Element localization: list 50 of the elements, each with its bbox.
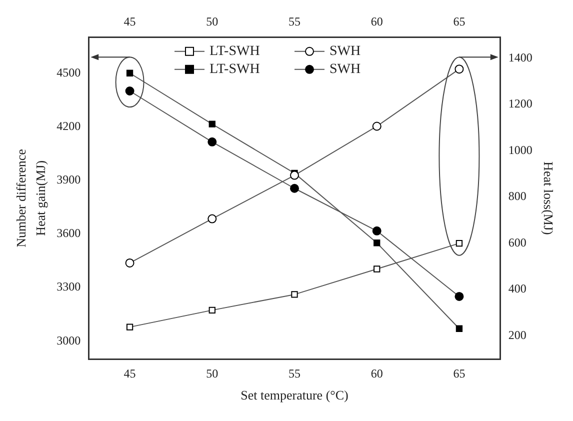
point bbox=[208, 137, 217, 146]
point bbox=[291, 291, 298, 298]
point bbox=[125, 258, 134, 268]
y-tick-label: 3900 bbox=[56, 172, 81, 186]
y-tick-label: 4500 bbox=[56, 65, 81, 80]
x-tick-label: 55 bbox=[288, 366, 300, 380]
x-tick-label: 45 bbox=[124, 366, 136, 380]
x2-tick-label: 60 bbox=[370, 14, 383, 28]
point bbox=[454, 292, 464, 301]
y2-tick-label: 1000 bbox=[508, 142, 532, 157]
x-tick-label: 50 bbox=[206, 366, 218, 380]
y-tick-label: 4200 bbox=[56, 118, 81, 133]
point bbox=[372, 226, 382, 236]
y-axis-title: Heat gain(MJ) bbox=[33, 160, 48, 236]
x-tick-label: 65 bbox=[453, 366, 466, 380]
x-tick-label: 60 bbox=[370, 366, 383, 380]
y-tick-label: 3600 bbox=[56, 226, 81, 240]
y2-tick-label: 1400 bbox=[508, 50, 532, 64]
x-axis-title: Set temperature (°C) bbox=[240, 388, 348, 403]
point bbox=[290, 184, 299, 193]
legend-label: LT-SWH bbox=[210, 62, 260, 78]
point bbox=[126, 324, 134, 330]
point bbox=[372, 122, 382, 131]
legend-label: SWH bbox=[330, 62, 361, 78]
x2-tick-label: 45 bbox=[124, 14, 136, 28]
point bbox=[208, 120, 216, 128]
legend-label: LT-SWH bbox=[210, 44, 260, 60]
x2-tick-label: 65 bbox=[453, 14, 466, 28]
y2-tick-label: 800 bbox=[508, 189, 526, 204]
x2-tick-label: 50 bbox=[206, 14, 218, 28]
y2-tick-label: 600 bbox=[508, 235, 526, 250]
point bbox=[456, 325, 463, 332]
point bbox=[454, 64, 464, 74]
legend-label: SWH bbox=[330, 44, 361, 60]
y2-axis-title: Heat loss(MJ) bbox=[540, 162, 556, 235]
point bbox=[208, 306, 216, 314]
point bbox=[290, 170, 299, 180]
point bbox=[125, 86, 134, 96]
point bbox=[456, 240, 463, 247]
x2-tick-label: 55 bbox=[288, 14, 300, 28]
text: Number difference bbox=[13, 148, 28, 248]
y2-tick-label: 400 bbox=[508, 282, 526, 296]
point bbox=[208, 214, 217, 224]
point bbox=[374, 240, 380, 246]
y2-tick-label: 200 bbox=[508, 328, 526, 342]
y-tick-label: 3300 bbox=[56, 280, 81, 294]
y-tick-label: 3000 bbox=[56, 333, 81, 348]
y2-tick-label: 1200 bbox=[508, 96, 532, 111]
point bbox=[374, 266, 380, 272]
point bbox=[126, 70, 134, 76]
